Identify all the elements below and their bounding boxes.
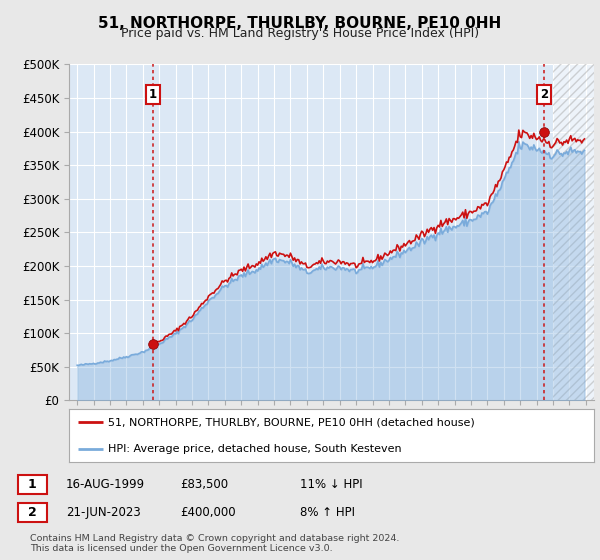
Text: £400,000: £400,000 — [180, 506, 236, 519]
Text: 1: 1 — [149, 88, 157, 101]
Text: 21-JUN-2023: 21-JUN-2023 — [66, 506, 141, 519]
Text: 16-AUG-1999: 16-AUG-1999 — [66, 478, 145, 491]
Text: 51, NORTHORPE, THURLBY, BOURNE, PE10 0HH: 51, NORTHORPE, THURLBY, BOURNE, PE10 0HH — [98, 16, 502, 31]
Text: £83,500: £83,500 — [180, 478, 228, 491]
Text: HPI: Average price, detached house, South Kesteven: HPI: Average price, detached house, Sout… — [109, 444, 402, 454]
Bar — [553, 64, 594, 400]
Text: 11% ↓ HPI: 11% ↓ HPI — [300, 478, 362, 491]
Text: 51, NORTHORPE, THURLBY, BOURNE, PE10 0HH (detached house): 51, NORTHORPE, THURLBY, BOURNE, PE10 0HH… — [109, 417, 475, 427]
Text: 2: 2 — [28, 506, 37, 519]
Text: Contains HM Land Registry data © Crown copyright and database right 2024.
This d: Contains HM Land Registry data © Crown c… — [30, 534, 400, 553]
Text: 8% ↑ HPI: 8% ↑ HPI — [300, 506, 355, 519]
Text: Price paid vs. HM Land Registry's House Price Index (HPI): Price paid vs. HM Land Registry's House … — [121, 27, 479, 40]
Text: 2: 2 — [540, 88, 548, 101]
Text: 1: 1 — [28, 478, 37, 491]
